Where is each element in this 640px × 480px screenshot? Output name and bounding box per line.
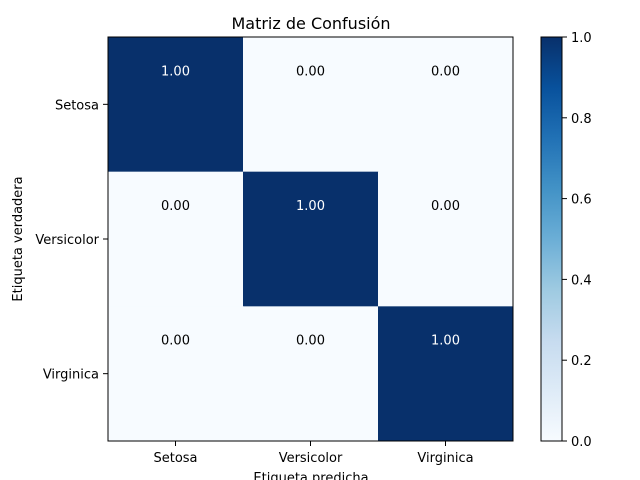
colorbar-tick-label: 0.2 [571,354,592,369]
heatmap-cells: 1.00 0.00 0.00 0.00 1.00 0.00 0.00 0.00 1.00 [108,37,514,442]
heatmap-cell [108,306,244,442]
heatmap-cell [378,37,514,173]
x-tick-label: Virginica [417,451,473,466]
heatmap-cell [108,171,244,307]
x-axis-ticks: Setosa Versicolor Virginica [153,441,474,466]
y-axis-label: Etiqueta verdadera [11,176,26,301]
colorbar [540,36,563,442]
cell-value-label: 0.00 [296,334,325,349]
x-axis-label: Etiqueta predicha [253,471,368,480]
cell-value-label: 1.00 [296,199,325,214]
chart-title: Matriz de Confusión [231,14,390,33]
cell-value-label: 0.00 [161,199,190,214]
heatmap-cell [243,306,379,442]
colorbar-tick-label: 0.0 [571,435,592,450]
heatmap-cell [108,37,244,173]
x-tick-label: Setosa [153,451,197,466]
colorbar-ticks: 0.0 0.2 0.4 0.6 0.8 1.0 [562,31,592,450]
heatmap-cell [378,306,514,442]
heatmap-cell [378,171,514,307]
cell-value-label: 0.00 [431,199,460,214]
y-tick-label: Virginica [43,368,99,383]
colorbar-tick-label: 1.0 [571,31,592,46]
y-tick-label: Versicolor [35,233,99,248]
colorbar-tick-label: 0.4 [571,273,592,288]
cell-value-label: 0.00 [161,334,190,349]
x-tick-label: Versicolor [279,451,343,466]
y-axis-ticks: Setosa Versicolor Virginica [35,98,108,383]
cell-value-label: 0.00 [431,64,460,79]
heatmap-cell [243,171,379,307]
colorbar-tick-label: 0.6 [571,193,592,208]
cell-value-label: 1.00 [431,334,460,349]
y-tick-label: Setosa [55,98,99,113]
cell-value-label: 1.00 [161,64,190,79]
cell-value-label: 0.00 [296,64,325,79]
colorbar-tick-label: 0.8 [571,112,592,127]
heatmap-cell [243,37,379,173]
